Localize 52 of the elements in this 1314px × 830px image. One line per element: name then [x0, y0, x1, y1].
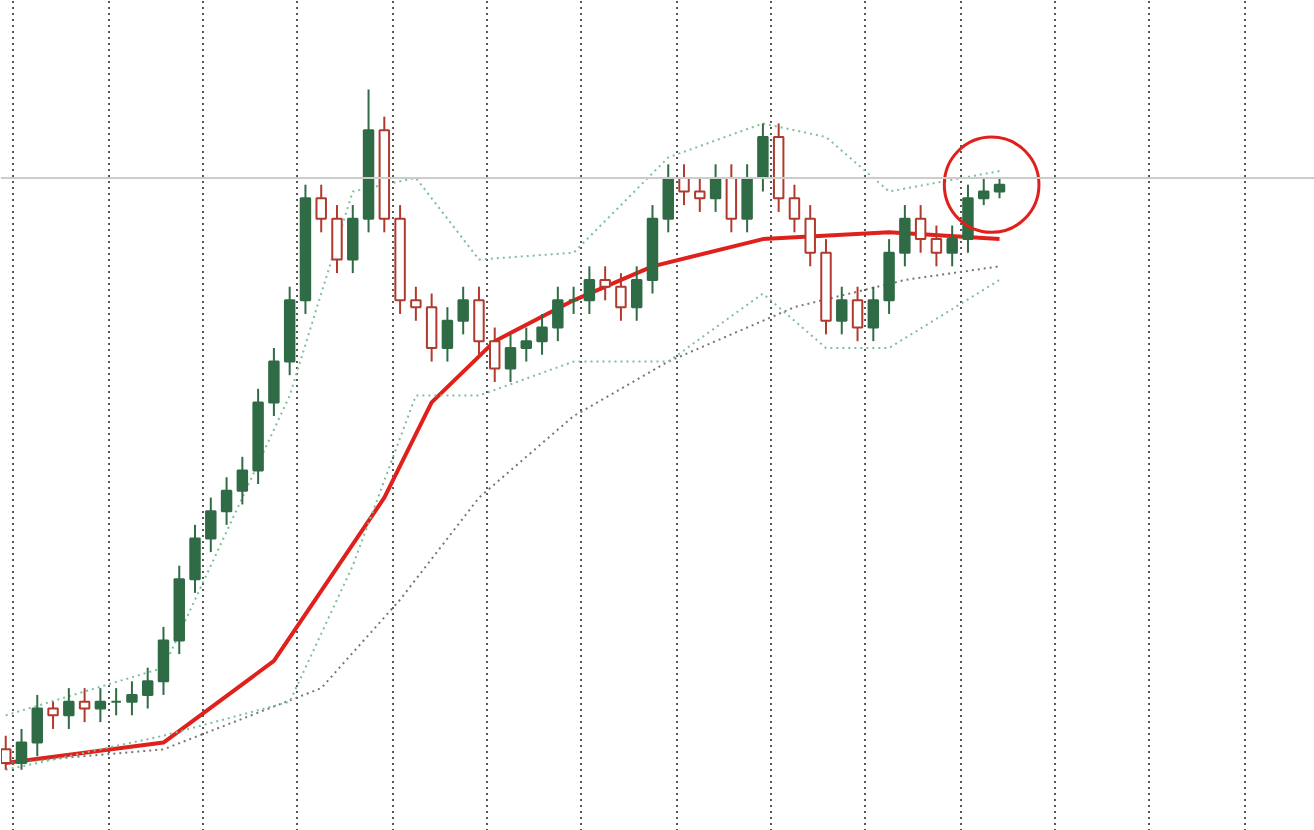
candlestick: [962, 183, 974, 254]
candlestick: [867, 285, 880, 343]
candlestick: [552, 285, 564, 343]
candlestick: [78, 687, 91, 724]
candlestick: [883, 238, 895, 315]
candlestick: [268, 346, 280, 417]
candlestick: [930, 224, 943, 268]
candlestick: [757, 122, 769, 193]
candlestick: [694, 176, 706, 213]
candlestick: [220, 476, 233, 526]
candlestick: [788, 183, 801, 234]
candlestick: [899, 204, 911, 268]
candlestick: [946, 224, 958, 268]
candlestick: [236, 455, 249, 506]
candlestick: [189, 523, 201, 594]
candlestick: [315, 183, 327, 234]
candlestick: [331, 204, 343, 275]
candlestick: [205, 496, 217, 554]
candlestick: [662, 163, 674, 234]
candlestick: [599, 265, 611, 302]
candlestick: [615, 272, 627, 322]
candlestick: [15, 727, 28, 771]
candlestick: [63, 687, 75, 730]
candlestick: [741, 163, 753, 234]
candlestick: [536, 312, 548, 356]
candlestick: [425, 292, 438, 363]
candlestick: [31, 693, 44, 758]
candlestick: [457, 285, 469, 336]
candlestick: [110, 687, 122, 717]
candlestick: [441, 306, 454, 363]
candlestick: [914, 204, 927, 254]
candlestick: [725, 163, 738, 234]
candlestick: [978, 176, 990, 207]
candlestick: [583, 265, 596, 315]
candlestick: [1, 734, 12, 771]
candlestick: [94, 687, 107, 724]
candlestick: [836, 285, 848, 336]
candlestick: [993, 176, 1006, 200]
candlestick: [804, 204, 816, 268]
candlestick: [520, 326, 533, 363]
candlestick: [504, 333, 517, 383]
candlestick: [47, 700, 59, 730]
candlestick: [141, 666, 154, 710]
candlestick: [157, 625, 170, 696]
candlestick: [347, 204, 359, 275]
candlestick: [851, 285, 864, 343]
candlestick: [410, 285, 422, 322]
candlestick: [489, 326, 501, 383]
candlestick: [630, 265, 643, 322]
candlestick: [126, 680, 138, 717]
candlestick: [473, 285, 485, 356]
candlestick: [567, 285, 580, 315]
